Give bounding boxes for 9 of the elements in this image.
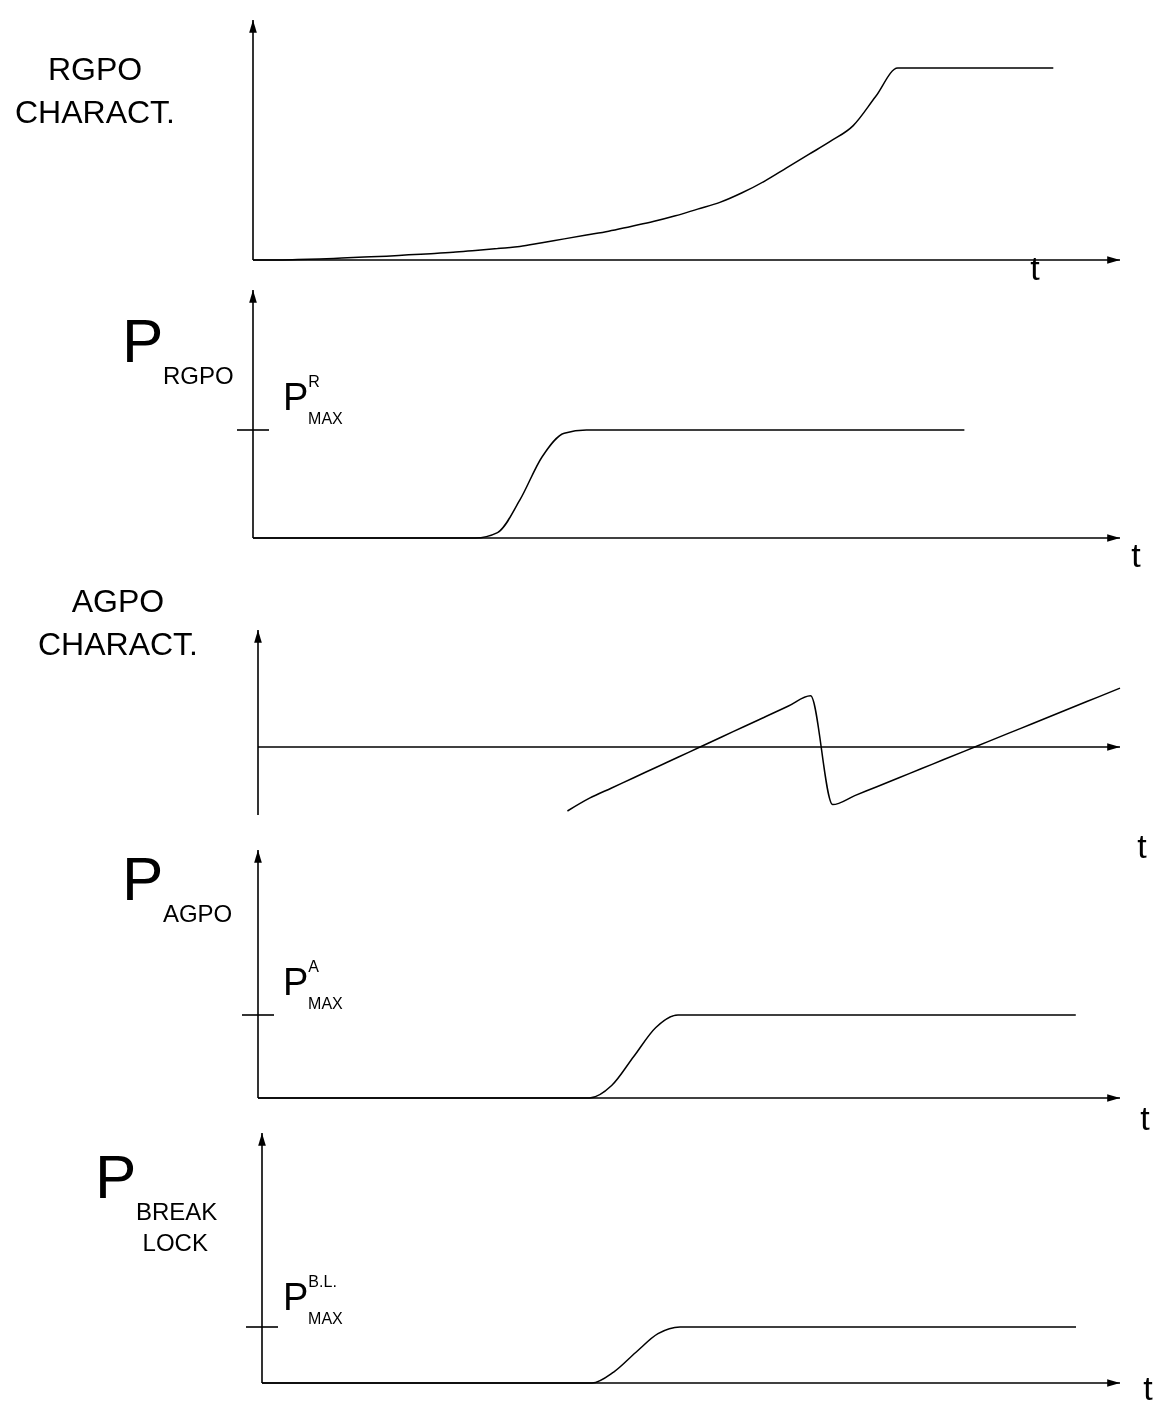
x-axis-title: t: [1131, 536, 1142, 574]
y-axis-title: AGPO CHARACT.: [37, 583, 199, 663]
y-axis-title: P$_{AGPO}$: [122, 844, 233, 927]
y-axis-title: P$_{RGPO}$: [122, 306, 234, 389]
x-axis-title: t: [1030, 249, 1041, 287]
x-axis-title: t: [1143, 1369, 1154, 1407]
x-axis-title: t: [1140, 1099, 1151, 1137]
x-axis-title: t: [1137, 827, 1148, 865]
y-axis-title: RGPO CHARACT.: [14, 51, 176, 131]
